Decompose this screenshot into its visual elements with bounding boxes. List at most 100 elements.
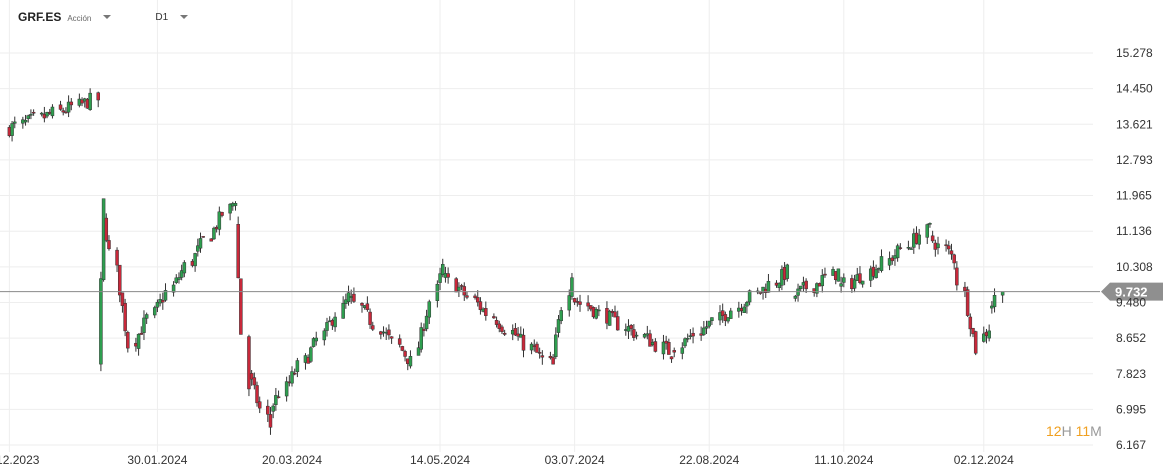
candle-body [465, 295, 469, 298]
y-tick-label: 6.167 [1116, 438, 1146, 452]
candle [944, 239, 948, 252]
candle-body [971, 327, 975, 335]
candle [212, 226, 216, 240]
y-tick-label: 11.136 [1116, 224, 1152, 238]
candle [126, 330, 130, 353]
candle-body [502, 332, 507, 335]
candle [890, 255, 895, 265]
candle-body [457, 286, 461, 291]
candle [793, 294, 798, 302]
candle [607, 309, 612, 326]
candle [69, 98, 74, 111]
x-tick-label: 30.01.2024 [127, 453, 187, 467]
candle-body [155, 301, 160, 308]
candle [427, 299, 432, 324]
candle-body [255, 385, 259, 404]
x-tick-label: 03.07.2024 [545, 453, 605, 467]
candle-body [10, 123, 14, 136]
candle-body [720, 310, 725, 316]
candle [368, 308, 372, 329]
candle [492, 313, 496, 319]
candle [982, 326, 986, 343]
candle [572, 297, 577, 305]
candle [39, 111, 44, 117]
candle [842, 273, 846, 288]
candle [973, 330, 978, 356]
current-price-badge [1101, 282, 1163, 301]
candle [292, 368, 297, 376]
candle [513, 323, 518, 337]
candle-body [982, 333, 986, 342]
candle [220, 211, 224, 218]
candle-body [529, 343, 534, 351]
candle [667, 338, 671, 355]
candle [10, 120, 14, 142]
candle-body [252, 377, 257, 386]
candle [438, 267, 442, 291]
candle [96, 91, 100, 108]
candle-body [419, 327, 423, 350]
candle [268, 406, 273, 435]
candle [661, 334, 666, 360]
candle [161, 292, 165, 310]
candle-body [793, 295, 798, 299]
candle [796, 283, 800, 302]
candle [236, 216, 240, 279]
candle-body [642, 333, 647, 338]
y-tick-label: 8.652 [1116, 331, 1146, 345]
timeframe-label[interactable]: D1 [155, 11, 169, 23]
candle-body [607, 310, 612, 326]
candle-body [115, 249, 119, 266]
candle [397, 334, 402, 348]
candle-body [726, 317, 730, 322]
candle-body [661, 341, 666, 355]
symbol-dropdown-icon[interactable] [103, 15, 112, 19]
candle [729, 307, 733, 319]
candle [403, 349, 407, 362]
candle [459, 283, 464, 291]
candle-body [144, 314, 149, 319]
candle-body [61, 110, 65, 113]
candle-body [69, 101, 74, 106]
candle [720, 303, 725, 323]
candle [613, 305, 617, 318]
candle [314, 331, 318, 346]
candle [58, 100, 63, 111]
candle-body [963, 286, 967, 292]
candle [311, 337, 316, 348]
candle-body [890, 257, 895, 262]
candle-body [239, 278, 243, 335]
candle-body [99, 278, 103, 365]
candle-body [408, 356, 413, 367]
candle [529, 342, 534, 355]
candle-body [796, 288, 800, 296]
symbol-label[interactable]: GRF.ES [18, 10, 62, 24]
candle [597, 305, 601, 317]
timeframe-dropdown-icon[interactable] [180, 15, 189, 19]
candle [521, 328, 526, 358]
price-overlay: 9.732 [0, 282, 1163, 301]
candle-body [271, 405, 275, 412]
candle-body [513, 328, 518, 336]
candle-body [228, 203, 232, 214]
candle [704, 320, 709, 335]
candle-body [906, 246, 911, 249]
candle-body [88, 92, 92, 110]
candle-body [570, 277, 574, 297]
candle [952, 253, 956, 270]
candle-body [247, 336, 251, 390]
candle [228, 202, 232, 221]
candle [193, 252, 197, 272]
x-tick-label: 20.03.2024 [262, 453, 322, 467]
candle [196, 238, 200, 257]
candle-body [126, 332, 130, 349]
candle [898, 243, 903, 250]
candle [177, 272, 181, 284]
candle [785, 263, 790, 282]
candle [653, 338, 658, 353]
candle-body [597, 309, 601, 312]
candle [632, 324, 636, 341]
candle [45, 111, 49, 119]
candle-body [556, 319, 561, 333]
